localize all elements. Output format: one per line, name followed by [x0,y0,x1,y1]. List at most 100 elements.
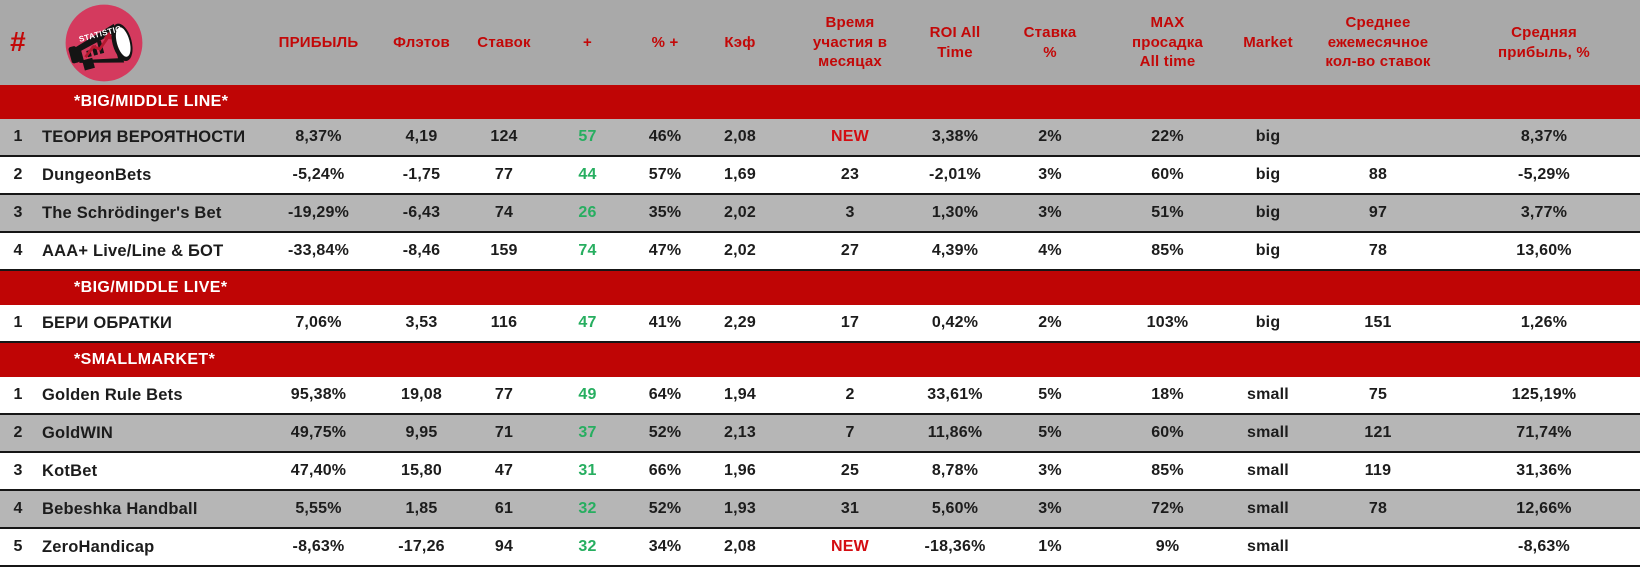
profit-cell: 8,37% [295,128,342,145]
months-cell: 3 [845,204,855,221]
table-row: 1 Golden Rule Bets 95,38% 19,08 77 49 64… [0,377,1640,415]
section-label: *BIG/MIDDLE LIVE* [74,279,228,296]
stake-cell: 2% [1038,128,1062,145]
avg-bets-cell: 121 [1364,424,1392,441]
months-cell: 2 [845,386,855,403]
drawdown-cell: 22% [1151,128,1184,145]
roi-cell: 11,86% [927,424,983,441]
months-cell: 27 [840,242,860,259]
row-number: 1 [13,128,23,145]
avg-bets-cell: 88 [1368,166,1388,183]
bets-cell: 77 [494,386,514,403]
roi-cell: 8,78% [931,462,979,479]
row-number: 2 [13,166,23,183]
drawdown-cell: 103% [1146,314,1189,331]
market-cell: big [1255,242,1281,259]
flats-cell: -1,75 [402,166,441,183]
row-number: 1 [13,386,23,403]
avg-profit-cell: 13,60% [1516,242,1572,259]
stake-cell: 4% [1038,242,1062,259]
kef-cell: 2,13 [724,424,756,441]
column-header-avg-profit: Средняя прибыль, % [1498,24,1590,61]
kef-cell: 1,93 [724,500,756,517]
avg-bets-cell: 78 [1368,242,1388,259]
table-row: 3 KotBet 47,40% 15,80 47 31 66% 1,96 25 … [0,453,1640,491]
column-header-plus-pct: % + [651,33,679,51]
plus-pct-cell: 52% [648,500,682,517]
kef-cell: 2,02 [724,204,756,221]
avg-profit-cell: -5,29% [1518,166,1570,183]
profit-cell: -19,29% [288,204,349,221]
table-row: 1 БЕРИ ОБРАТКИ 7,06% 3,53 116 47 41% 2,2… [0,305,1640,343]
roi-cell: 3,38% [931,128,979,145]
roi-cell: 5,60% [931,500,979,517]
plus-cell: 31 [578,462,597,479]
avg-bets-cell: 75 [1368,386,1388,403]
market-cell: small [1247,538,1289,555]
table-row: 2 DungeonBets -5,24% -1,75 77 44 57% 1,6… [0,157,1640,195]
flats-cell: 4,19 [405,128,438,145]
bets-cell: 71 [494,424,514,441]
section-label: *BIG/MIDDLE LINE* [74,93,229,110]
section-band: *SMALLMARKET* [0,343,1640,377]
profit-cell: 47,40% [290,462,347,479]
bets-cell: 74 [494,204,514,221]
kef-cell: 2,29 [724,314,756,331]
plus-pct-cell: 46% [648,128,682,145]
profit-cell: -5,24% [292,166,345,183]
avg-profit-cell: 3,77% [1520,204,1568,221]
flats-cell: 9,95 [405,424,438,441]
table-body: *BIG/MIDDLE LINE* 1 ТЕОРИЯ ВЕРОЯТНОСТИ 8… [0,85,1640,567]
tipster-name: Golden Rule Bets [42,385,183,404]
plus-cell: 32 [578,500,597,517]
bets-cell: 116 [490,314,518,331]
row-number: 4 [13,500,23,517]
flats-cell: 3,53 [405,314,438,331]
plus-pct-cell: 57% [648,166,682,183]
kef-cell: 2,02 [724,242,756,259]
section-label: *SMALLMARKET* [74,351,216,368]
column-header-profit: ПРИБЫЛЬ [278,33,359,51]
flats-cell: -17,26 [398,538,445,555]
avg-profit-cell: 12,66% [1516,500,1572,517]
bets-cell: 124 [490,128,518,145]
avg-profit-cell: 8,37% [1520,128,1568,145]
row-number: 2 [13,424,23,441]
months-cell: 23 [840,166,860,183]
market-cell: big [1255,128,1281,145]
column-header-stake: Ставка % [1023,24,1077,61]
row-number: 3 [13,204,23,221]
table-header: # STATISTIC ПР [0,0,1640,85]
stake-cell: 3% [1038,462,1062,479]
stake-cell: 2% [1038,314,1062,331]
drawdown-cell: 18% [1151,386,1184,403]
profit-cell: -33,84% [288,242,349,259]
column-header-plus: + [583,33,592,51]
column-header-months: Время участия в месяцах [812,14,888,71]
bets-cell: 61 [494,500,514,517]
statistic-megaphone-logo: STATISTIC [65,4,143,82]
plus-pct-cell: 64% [648,386,682,403]
market-cell: big [1255,204,1281,221]
drawdown-cell: 60% [1151,166,1184,183]
plus-cell: 47 [578,314,597,331]
roi-cell: 0,42% [931,314,979,331]
market-cell: small [1247,462,1289,479]
row-number: 4 [13,242,23,259]
avg-bets-cell: 97 [1368,204,1388,221]
stake-cell: 5% [1038,424,1062,441]
flats-cell: 19,08 [400,386,443,403]
stake-cell: 3% [1038,500,1062,517]
tipster-name: ZeroHandicap [42,537,155,556]
column-header-flats: Флэтов [393,33,450,51]
plus-pct-cell: 35% [648,204,682,221]
roi-cell: -2,01% [929,166,981,183]
avg-profit-cell: 31,36% [1516,462,1572,479]
tipster-name: DungeonBets [42,165,152,184]
roi-cell: -18,36% [924,538,986,555]
market-cell: small [1247,386,1289,403]
profit-cell: -8,63% [292,538,345,555]
column-header-number: # [10,26,26,58]
table-row: 2 GoldWIN 49,75% 9,95 71 37 52% 2,13 7 1… [0,415,1640,453]
